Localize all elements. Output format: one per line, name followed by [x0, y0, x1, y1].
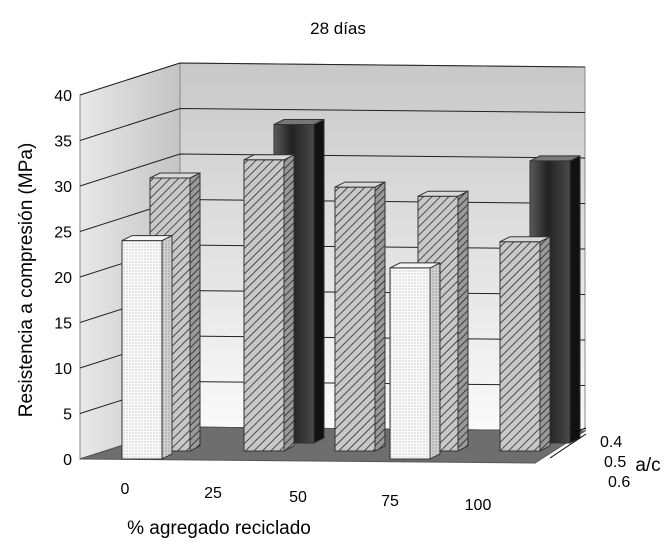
bar-05-50-top	[334, 181, 386, 188]
gridline	[79, 107, 586, 141]
z-axis-line	[549, 433, 587, 459]
x-tick-label: 50	[289, 489, 307, 506]
bar-06-0-top	[121, 235, 173, 242]
z-tick-label: 0.6	[608, 474, 630, 491]
y-axis-label: Resistencia a compresión (MPa)	[16, 143, 37, 418]
x-axis-label: % agregado reciclado	[127, 518, 311, 539]
x-tick-label: 0	[121, 481, 130, 498]
bar-05-25-top	[243, 154, 295, 161]
x-tick-label: 75	[381, 493, 399, 510]
bar-05-50-front	[334, 186, 376, 452]
y-tick-label: 5	[63, 407, 72, 424]
bar-05-50	[334, 181, 386, 452]
bar-05-25-front	[243, 159, 285, 452]
z-tick-label: 0.4	[600, 434, 622, 451]
bar-06-75-front	[389, 267, 431, 460]
bar-05-100-top	[499, 236, 551, 243]
bar-04-25-top	[273, 119, 325, 125]
bar-06-0-side	[161, 234, 173, 460]
bar-05-75-top	[417, 190, 469, 197]
bar-06-0	[121, 234, 173, 460]
bar-05-0-top	[149, 172, 201, 179]
chart-title: 28 días	[310, 19, 366, 38]
bar-04-100-side	[569, 155, 581, 444]
bar-06-75	[389, 262, 441, 460]
bar-05-0-side	[189, 172, 201, 452]
bar-05-100-front	[499, 241, 541, 452]
bar-05-25-side	[283, 153, 295, 452]
y-tick-label: 0	[63, 452, 72, 469]
bar-05-75-side	[457, 190, 469, 452]
gridline	[79, 153, 586, 187]
bar-05-25	[243, 153, 295, 452]
x-tick-label: 100	[465, 497, 492, 514]
y-tick-label: 30	[54, 179, 72, 196]
bar-06-0-front	[121, 240, 163, 460]
bar-05-50-side	[374, 181, 386, 452]
z-axis-label: a/c	[635, 455, 660, 476]
y-tick-label: 10	[54, 361, 72, 378]
bar-04-100-top	[529, 155, 581, 162]
y-tick-label: 20	[54, 270, 72, 287]
z-axis-tick	[574, 427, 587, 433]
gridline	[79, 62, 586, 96]
bar-06-75-side	[429, 262, 441, 460]
bar-05-100	[499, 235, 551, 452]
y-tick-label: 35	[54, 134, 72, 151]
y-tick-label: 15	[54, 316, 72, 333]
x-tick-label: 25	[204, 485, 222, 502]
y-tick-label: 40	[54, 88, 72, 105]
bar-06-75-top	[389, 262, 441, 269]
bar-05-100-side	[539, 235, 551, 452]
bar-04-25-side	[313, 118, 325, 444]
y-tick-label: 25	[54, 225, 72, 242]
z-tick-label: 0.5	[604, 454, 626, 471]
